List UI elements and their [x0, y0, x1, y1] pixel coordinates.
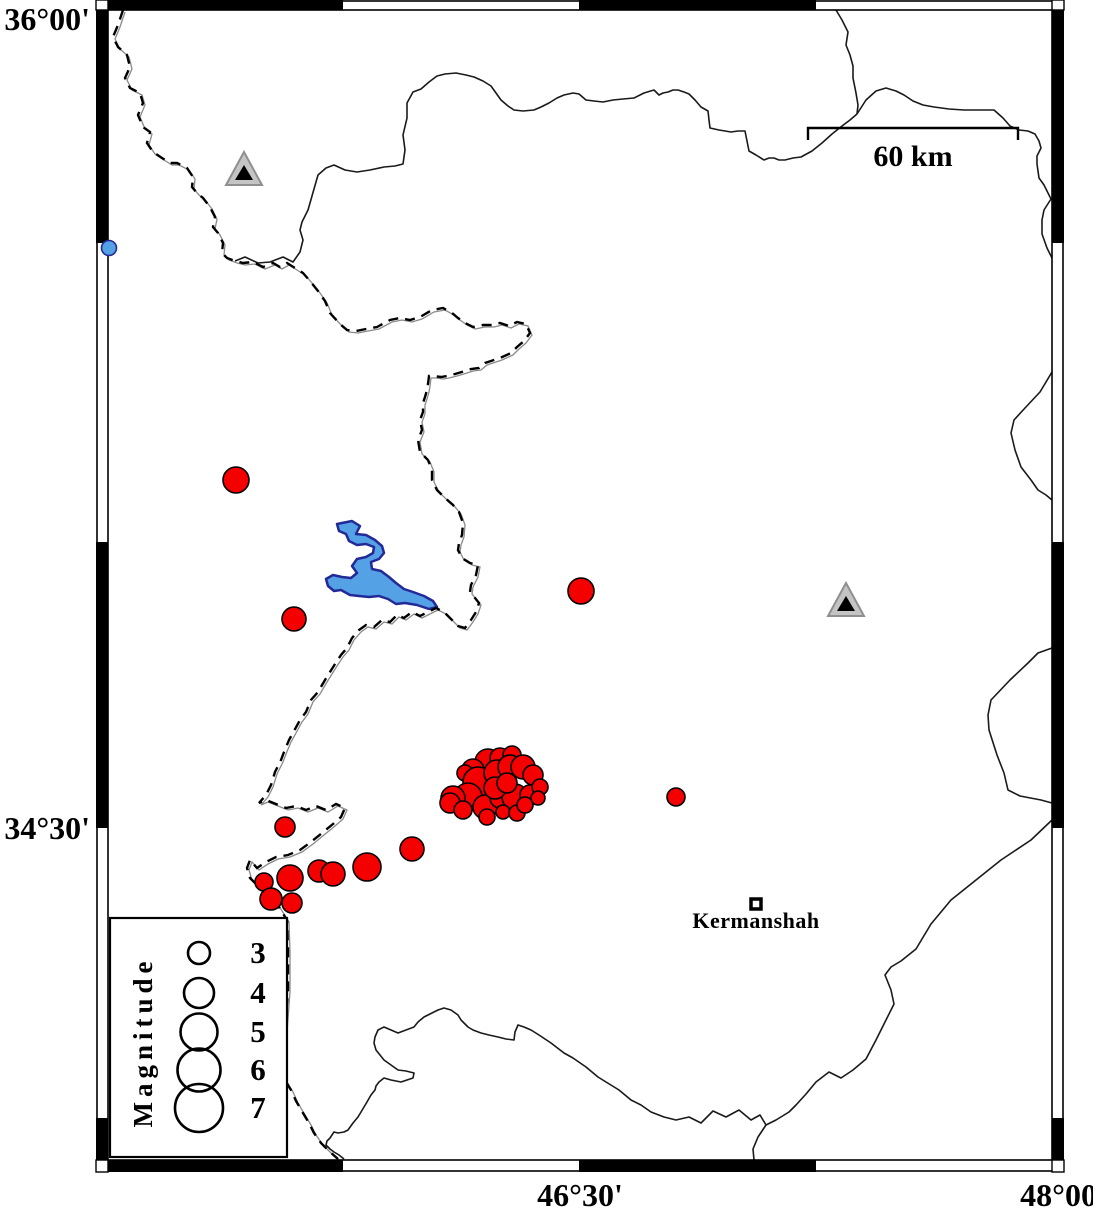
earthquake-marker	[399, 836, 425, 862]
scale-bar	[806, 126, 1020, 140]
boundary-line	[856, 87, 1053, 259]
scale-bar-label: 60 km	[873, 140, 953, 173]
frame-corner-square	[1051, 0, 1065, 11]
earthquake-marker	[222, 466, 250, 494]
earthquake-marker	[259, 887, 283, 911]
frame-black-segment	[108, 1160, 343, 1172]
frame-black-segment	[108, 0, 343, 10]
legend-value-3: 3	[250, 935, 266, 970]
legend-value-4: 4	[250, 975, 266, 1010]
frame-black-segment	[1052, 1118, 1064, 1160]
frame-black-segment	[96, 1118, 108, 1160]
earthquake-marker	[516, 796, 534, 814]
frame-corner-square	[1051, 1159, 1065, 1173]
legend-magnitude-circle	[186, 940, 212, 966]
earthquake-marker	[666, 787, 686, 807]
boundary-line	[325, 1007, 767, 1160]
city-marker-square	[749, 897, 763, 911]
lon-tick-label-48-00: 48°00'	[1020, 1177, 1093, 1210]
frame-black-segment	[96, 542, 108, 828]
legend-magnitude-circle	[179, 1012, 219, 1052]
lake	[324, 519, 439, 611]
earthquake-marker	[495, 804, 511, 820]
frame-corner-square	[95, 0, 109, 11]
frame-black-segment	[96, 10, 108, 243]
station-triangle-inner	[235, 165, 253, 180]
earthquake-marker	[281, 892, 303, 914]
small-lake	[100, 239, 118, 257]
station-triangle-inner	[837, 596, 855, 611]
legend-magnitude-circle	[176, 1047, 222, 1093]
legend-magnitude-circle	[182, 976, 216, 1010]
city-label-kermanshah: Kermanshah	[692, 908, 820, 933]
earthquake-marker	[567, 577, 595, 605]
boundary-line	[835, 9, 859, 115]
earthquake-marker	[352, 852, 382, 882]
legend-value-5: 5	[250, 1014, 266, 1049]
frame-black-segment	[1052, 542, 1064, 828]
legend-magnitude-circle	[173, 1082, 225, 1134]
lon-tick-label-46-30: 46°30'	[537, 1177, 623, 1210]
legend-value-7: 7	[250, 1090, 266, 1125]
lat-tick-label-34-30: 34°30'	[4, 810, 90, 846]
earthquake-marker	[496, 772, 518, 794]
earthquake-marker	[274, 816, 296, 838]
boundary-line	[987, 647, 1053, 804]
legend-box	[108, 916, 289, 1159]
frame-corner-square	[95, 1159, 109, 1173]
earthquake-marker	[453, 800, 473, 820]
international-border-dashed	[111, 9, 532, 1160]
earthquake-marker	[530, 790, 546, 806]
legend-title: Magnitude	[128, 956, 158, 1128]
earthquake-marker	[276, 864, 304, 892]
boundary-line	[752, 819, 1053, 1161]
frame-black-segment	[1052, 10, 1064, 243]
frame-black-segment	[579, 1160, 816, 1172]
lat-tick-label-36-00: 36°00'	[4, 1, 90, 37]
frame-black-segment	[579, 0, 816, 10]
earthquake-marker	[281, 606, 307, 632]
earthquake-marker	[320, 861, 346, 887]
legend-value-6: 6	[250, 1052, 266, 1087]
boundary-line	[234, 72, 858, 264]
boundary-line	[1010, 371, 1053, 501]
earthquake-marker	[478, 808, 496, 826]
